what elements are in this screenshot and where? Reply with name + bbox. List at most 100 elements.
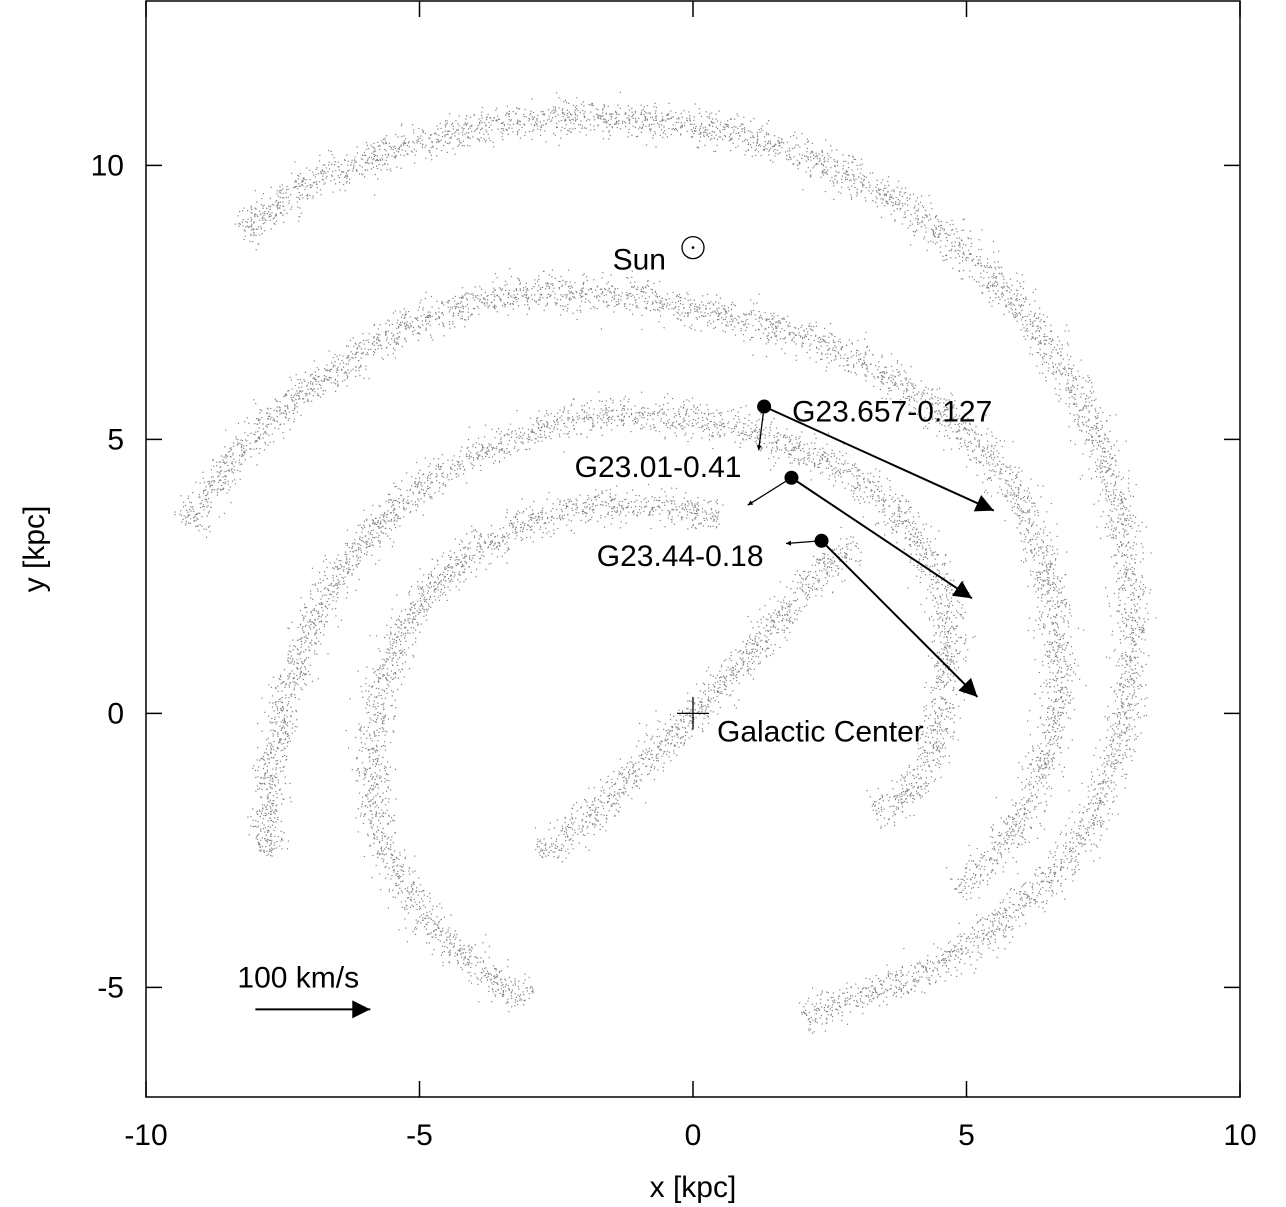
arm-point xyxy=(262,216,264,218)
arm-point xyxy=(786,155,788,157)
arm-point xyxy=(1080,834,1082,836)
arm-point xyxy=(1123,512,1125,514)
arm-point xyxy=(275,214,277,217)
arm-point xyxy=(1049,744,1051,746)
arm-point xyxy=(1080,359,1082,361)
arm-point xyxy=(949,960,951,962)
arm-point xyxy=(429,325,431,327)
arm-point xyxy=(388,324,391,326)
arm-point xyxy=(689,299,692,301)
arm-point xyxy=(929,960,931,962)
arm-point xyxy=(412,124,414,126)
arm-point xyxy=(984,918,986,920)
arm-point xyxy=(478,118,480,120)
arm-point xyxy=(888,184,890,186)
arm-point xyxy=(1113,536,1115,538)
arm-point xyxy=(824,172,826,174)
arm-point xyxy=(961,953,963,955)
arm-point xyxy=(1061,859,1063,861)
arm-point xyxy=(1013,316,1015,318)
arm-point xyxy=(1068,389,1070,391)
arm-point xyxy=(946,240,948,242)
arm-point xyxy=(727,307,729,309)
arm-point xyxy=(1023,796,1025,799)
arm-point xyxy=(641,127,643,130)
arm-point xyxy=(1017,290,1019,292)
arm-point xyxy=(860,158,863,160)
arm-point xyxy=(801,154,804,156)
arm-point xyxy=(1073,403,1075,405)
arm-point xyxy=(488,137,490,139)
arm-point xyxy=(950,955,952,957)
arm-point xyxy=(995,293,997,295)
arm-point xyxy=(1018,467,1020,469)
arm-point xyxy=(346,176,349,178)
arm-point xyxy=(519,137,521,139)
arm-point xyxy=(836,160,839,162)
arm-point xyxy=(689,123,692,125)
arm-point xyxy=(1101,424,1103,426)
arm-point xyxy=(463,127,465,130)
arm-point xyxy=(1007,480,1009,482)
arm-point xyxy=(934,967,936,969)
arm-point xyxy=(750,146,753,148)
arm-point xyxy=(1119,762,1121,764)
arm-point xyxy=(323,171,326,173)
arm-point xyxy=(930,240,932,242)
arm-point xyxy=(825,166,827,168)
arm-point xyxy=(734,118,736,120)
arm-point xyxy=(976,922,978,924)
arm-point xyxy=(1053,752,1055,754)
arm-point xyxy=(995,276,997,278)
arm-point xyxy=(579,309,581,311)
arm-point xyxy=(250,207,252,209)
arm-point xyxy=(448,142,450,145)
arm-point xyxy=(1127,482,1130,484)
arm-point xyxy=(224,471,226,473)
arm-point xyxy=(971,887,973,889)
arm-point xyxy=(1044,873,1046,875)
arm-point xyxy=(1108,603,1110,605)
arm-point xyxy=(480,137,482,139)
arm-point xyxy=(733,126,735,128)
arm-point xyxy=(901,223,903,225)
arm-point xyxy=(851,198,853,200)
arm-point xyxy=(697,306,699,308)
arm-point xyxy=(425,144,427,146)
arm-point xyxy=(1095,470,1097,472)
arm-point xyxy=(835,170,837,172)
arm-point xyxy=(906,197,908,199)
arm-point xyxy=(1134,681,1136,683)
arm-point xyxy=(986,271,988,273)
arm-point xyxy=(516,107,518,109)
arm-point xyxy=(1115,494,1117,497)
arm-point xyxy=(1029,781,1031,783)
arm-point xyxy=(532,119,534,121)
arm-point xyxy=(926,214,928,216)
arm-point xyxy=(1075,866,1077,868)
arm-point xyxy=(1086,829,1088,831)
arm-point xyxy=(1110,446,1112,448)
arm-point xyxy=(882,1000,885,1002)
arm-point xyxy=(919,201,922,203)
arm-point xyxy=(831,1004,834,1006)
arm-point xyxy=(881,202,883,204)
arm-point xyxy=(1143,630,1145,632)
arm-point xyxy=(1126,744,1128,746)
arm-point xyxy=(882,376,884,378)
arm-point xyxy=(1023,828,1025,830)
arm-point xyxy=(1040,341,1042,343)
arm-point xyxy=(868,996,870,998)
arm-point xyxy=(1087,796,1089,798)
arm-point xyxy=(1114,554,1116,556)
arm-point xyxy=(1098,436,1100,438)
arm-point xyxy=(987,938,989,940)
arm-point xyxy=(1129,568,1132,570)
arm-point xyxy=(1141,638,1143,640)
arm-point xyxy=(462,140,464,142)
arm-point xyxy=(926,216,928,218)
arm-point xyxy=(322,175,324,177)
arm-point xyxy=(860,991,863,993)
arm-point xyxy=(763,149,765,151)
arm-point xyxy=(886,990,888,992)
